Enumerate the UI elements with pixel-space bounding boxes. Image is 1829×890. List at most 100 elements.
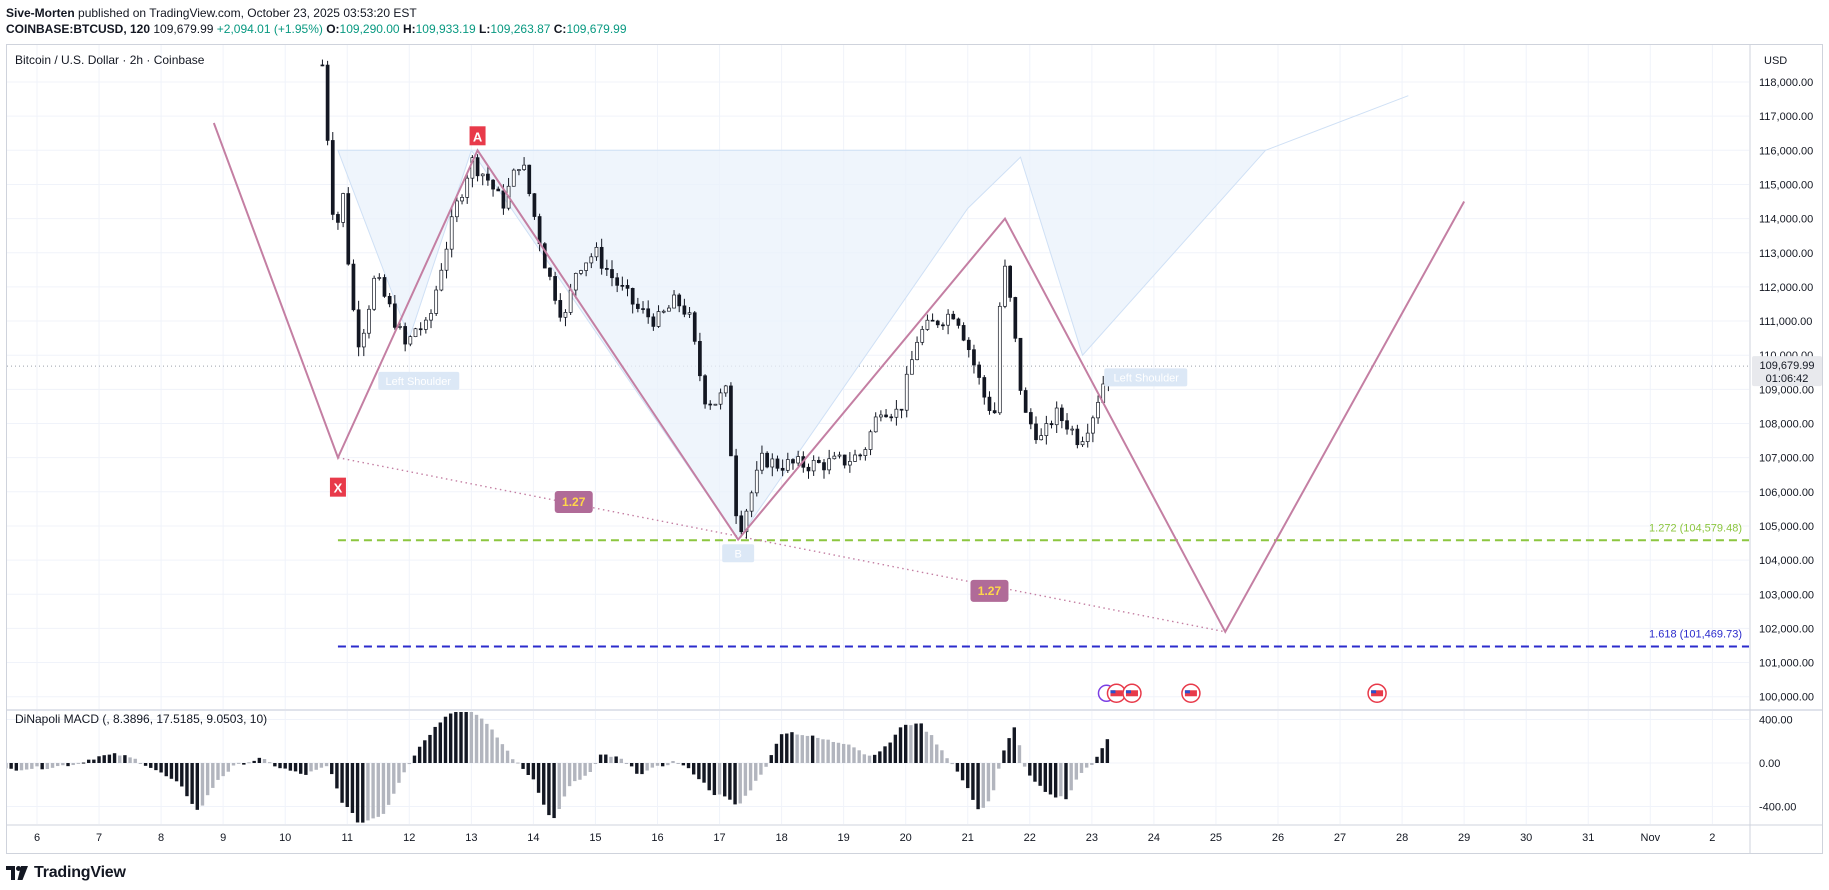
macd-bar bbox=[386, 763, 391, 805]
macd-bar bbox=[697, 763, 701, 780]
macd-bar bbox=[350, 763, 355, 813]
macd-bar bbox=[76, 762, 81, 764]
candle-body bbox=[387, 295, 392, 305]
us-flag-stripes-icon bbox=[1110, 690, 1123, 697]
macd-bar bbox=[242, 763, 246, 765]
candle-body bbox=[749, 492, 754, 512]
candle-body bbox=[656, 311, 661, 327]
macd-bar bbox=[542, 763, 546, 805]
candle-body bbox=[361, 332, 366, 348]
candle-body bbox=[682, 305, 687, 315]
macd-bar bbox=[479, 718, 484, 763]
candle-body bbox=[946, 313, 950, 326]
macd-bar bbox=[45, 763, 50, 770]
macd-bar bbox=[397, 763, 401, 783]
us-flag-canton-icon bbox=[1110, 690, 1116, 694]
candle-body bbox=[341, 193, 345, 223]
candle-body bbox=[827, 458, 832, 471]
macd-bar bbox=[123, 755, 127, 763]
macd-bar bbox=[174, 763, 179, 782]
macd-bar bbox=[583, 763, 587, 776]
date-tick-label: 27 bbox=[1334, 832, 1346, 844]
date-tick-label: 30 bbox=[1520, 832, 1532, 844]
candle-body bbox=[997, 305, 1002, 414]
macd-bar bbox=[764, 763, 768, 767]
candle-body bbox=[573, 273, 578, 291]
candle-body bbox=[610, 269, 614, 279]
macd-bar bbox=[516, 762, 520, 764]
macd-bar bbox=[640, 763, 644, 775]
dotted-trendline bbox=[337, 456, 1226, 633]
candle-body bbox=[863, 449, 868, 456]
candle-body bbox=[372, 277, 376, 310]
candle-body bbox=[604, 267, 609, 270]
macd-bar bbox=[960, 763, 965, 781]
macd-bar bbox=[267, 762, 272, 764]
macd-bar bbox=[645, 763, 649, 771]
macd-bar bbox=[1033, 763, 1037, 782]
macd-bar bbox=[102, 755, 106, 763]
macd-bar bbox=[252, 760, 256, 763]
harmonic-pattern[interactable] bbox=[212, 122, 1466, 634]
date-tick-label: 29 bbox=[1458, 832, 1470, 844]
candle-body bbox=[1075, 428, 1080, 446]
candle-body bbox=[641, 308, 645, 310]
price-change: +2,094.01 (+1.95%) bbox=[216, 22, 323, 36]
macd-bar bbox=[61, 763, 65, 766]
macd-bar bbox=[552, 763, 556, 819]
candle-body bbox=[785, 459, 790, 471]
candle-body bbox=[599, 246, 604, 269]
macd-bar bbox=[707, 763, 711, 791]
footer-brand[interactable]: TradingView bbox=[6, 862, 126, 884]
macd-bar bbox=[14, 763, 19, 771]
macd-bar bbox=[567, 763, 572, 787]
macd-bar bbox=[940, 750, 944, 763]
macd-bar bbox=[836, 742, 841, 763]
date-tick-label: 14 bbox=[527, 832, 539, 844]
macd-bar bbox=[779, 734, 784, 763]
macd-bar bbox=[169, 763, 174, 779]
macd-bar bbox=[433, 726, 437, 763]
candle-body bbox=[858, 454, 863, 457]
candle-body bbox=[568, 289, 573, 313]
macd-bar bbox=[769, 755, 773, 763]
macd-bar bbox=[118, 755, 122, 763]
candle-body bbox=[692, 312, 697, 342]
macd-bar bbox=[278, 763, 282, 769]
price-tick-label: 117,000.00 bbox=[1759, 111, 1813, 123]
price-tick-label: 113,000.00 bbox=[1759, 248, 1813, 260]
date-tick-label: 28 bbox=[1396, 832, 1408, 844]
macd-bar bbox=[216, 763, 220, 780]
candle-body bbox=[532, 193, 537, 217]
price-tick-label: 102,000.00 bbox=[1759, 623, 1814, 635]
candle-body bbox=[982, 377, 987, 398]
candle-body bbox=[1044, 423, 1049, 436]
candle-body bbox=[672, 294, 676, 309]
candle-body bbox=[491, 179, 495, 190]
candle-body bbox=[470, 157, 475, 179]
macd-bar bbox=[55, 763, 60, 767]
macd-bar bbox=[619, 758, 624, 763]
a-marker-label: A bbox=[473, 129, 483, 144]
date-tick-label: 9 bbox=[220, 832, 226, 844]
candle-body bbox=[935, 320, 940, 326]
x-marker-label: X bbox=[334, 481, 343, 496]
author-name[interactable]: Sive-Morten bbox=[6, 6, 75, 20]
date-tick-label: 12 bbox=[403, 832, 415, 844]
price-tick-label: 103,000.00 bbox=[1759, 589, 1814, 601]
candle-body bbox=[356, 309, 361, 348]
macd-bar bbox=[293, 763, 298, 772]
us-flag-stripes-icon bbox=[1371, 690, 1384, 697]
date-tick-label: 6 bbox=[34, 832, 40, 844]
candle-body bbox=[765, 452, 769, 468]
macd-bar bbox=[878, 751, 882, 763]
candle-body bbox=[966, 339, 971, 351]
macd-bar bbox=[738, 763, 742, 804]
tradingview-logo-icon bbox=[6, 866, 28, 880]
macd-bar bbox=[448, 713, 453, 763]
macd-tick-label: -400.00 bbox=[1759, 801, 1796, 813]
macd-bar bbox=[1074, 763, 1079, 780]
macd-bar bbox=[919, 723, 923, 763]
candle-body bbox=[806, 466, 811, 472]
